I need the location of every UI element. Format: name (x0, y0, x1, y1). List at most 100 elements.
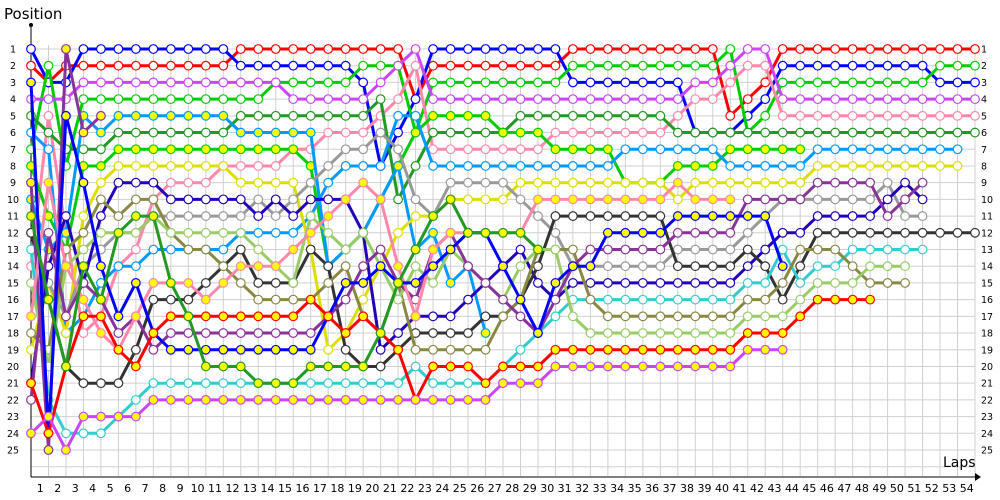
data-point (340, 244, 351, 255)
data-point (637, 144, 648, 155)
data-point (323, 44, 334, 54)
data-point (235, 394, 246, 405)
data-point (253, 394, 264, 405)
data-point (515, 44, 526, 54)
data-point (270, 311, 281, 322)
data-point (148, 244, 159, 255)
data-point (305, 394, 316, 405)
data-point (795, 227, 806, 238)
data-point (253, 144, 264, 155)
y-tick-label-left: 22 (7, 395, 19, 406)
data-point (550, 144, 561, 155)
data-point (602, 211, 613, 221)
data-point (777, 60, 788, 71)
data-point (725, 77, 736, 88)
y-tick-label-right: 9 (981, 178, 987, 189)
data-point (61, 311, 71, 322)
data-point (480, 328, 491, 338)
data-point (515, 194, 526, 205)
data-point (847, 127, 858, 138)
data-point (253, 211, 264, 221)
data-point (760, 77, 771, 88)
data-point (515, 378, 526, 389)
y-tick-label-left: 6 (10, 128, 16, 139)
data-point (882, 161, 893, 171)
data-point (218, 261, 229, 272)
data-point (375, 60, 386, 71)
x-tick-label: 33 (593, 482, 607, 495)
data-point (742, 261, 753, 272)
data-point (410, 311, 421, 322)
data-point (830, 194, 841, 205)
data-point (777, 110, 788, 121)
y-tick-label-left: 12 (7, 228, 19, 239)
data-point (305, 44, 316, 54)
data-point (148, 344, 159, 355)
data-point (305, 328, 316, 338)
data-point (672, 294, 683, 305)
data-point (498, 294, 508, 305)
x-tick-label: 11 (208, 482, 222, 495)
data-point (428, 77, 438, 88)
series-line (29, 248, 923, 435)
data-point (795, 60, 806, 71)
data-point (148, 94, 159, 105)
data-point (43, 227, 54, 238)
data-point (568, 44, 578, 54)
data-point (130, 94, 141, 105)
data-point (183, 127, 194, 138)
data-point (235, 361, 246, 372)
data-point (463, 328, 473, 338)
data-point (253, 278, 264, 288)
y-tick-labels-right: 1234567891011121314151617181920212223242… (981, 45, 993, 457)
data-point (148, 294, 159, 305)
data-point (428, 328, 438, 338)
data-point (847, 244, 858, 255)
data-point (340, 344, 351, 355)
data-point (165, 328, 176, 338)
data-point (410, 60, 421, 71)
data-point (550, 77, 561, 88)
data-point (358, 161, 369, 171)
data-point (690, 77, 701, 88)
x-tick-label: 22 (400, 482, 414, 495)
data-point (655, 144, 666, 155)
data-point (218, 344, 229, 355)
x-tick-label: 31 (558, 482, 572, 495)
data-point (253, 127, 264, 138)
data-point (270, 261, 281, 272)
data-point (183, 394, 194, 405)
data-point (200, 378, 211, 389)
data-point (795, 194, 806, 205)
data-point (533, 328, 543, 338)
data-point (218, 194, 229, 205)
data-point (568, 94, 578, 105)
data-point (795, 177, 806, 188)
data-point (358, 94, 369, 105)
data-point (568, 361, 578, 372)
series-line (29, 164, 958, 352)
data-point (26, 394, 36, 405)
data-point (96, 77, 106, 88)
data-point (917, 144, 928, 155)
data-point (340, 60, 351, 71)
data-point (917, 44, 928, 54)
y-tick-label-left: 15 (7, 278, 19, 289)
data-point (900, 60, 910, 71)
data-point (445, 227, 456, 238)
y-tick-label-right: 13 (981, 245, 993, 256)
data-point (690, 60, 701, 71)
series-22 (26, 344, 788, 455)
data-point (410, 110, 421, 121)
data-point (900, 94, 910, 105)
data-point (917, 77, 928, 88)
data-point (690, 127, 701, 138)
data-point (882, 261, 893, 272)
data-point (218, 127, 229, 138)
data-point (96, 311, 106, 322)
data-point (602, 44, 613, 54)
data-point (323, 110, 334, 121)
data-point (235, 344, 246, 355)
data-point (795, 94, 806, 105)
x-tick-label: 15 (278, 482, 292, 495)
